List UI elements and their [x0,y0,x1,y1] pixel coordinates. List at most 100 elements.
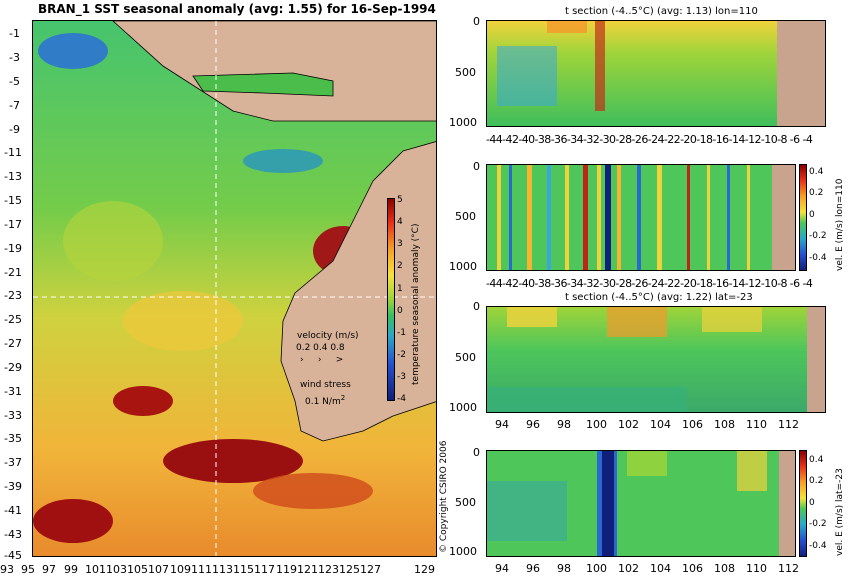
panel-4-cbtick: -0.4 [809,541,827,551]
panel-4-xtick: 106 [682,562,703,575]
panel-1-xtick: -38 [534,133,552,146]
panel-2-plot [486,164,796,271]
map-xtick: 103 [106,563,127,576]
panel-1-title: t section (-4..5°C) (avg: 1.13) lon=110 [565,6,758,17]
panel-4-cbtick: -0.2 [809,519,827,529]
map-colorbar-tick: 2 [397,261,403,271]
panel-2-xtick: -8 [777,277,787,290]
map-xtick: 123 [318,563,339,576]
panel-3-xtick: 108 [714,418,735,431]
panel-1-xtick: -32 [583,133,600,146]
panel-4-ytick: 0 [473,446,480,459]
map-colorbar-tick: 0 [397,306,403,316]
map-colorbar-tick: -1 [397,328,406,338]
panel-2-xtick: -6 [789,277,800,290]
panel-2-ytick: 1000 [449,260,477,273]
wind-stress-title: wind stress [300,380,351,390]
map-ytick: -13 [4,170,22,183]
map-ytick: -41 [4,504,22,517]
velocity-legend-values: 0.2 0.4 0.8 [296,343,345,353]
panel-3-plot [486,306,826,413]
panel-2-cbtick: 0.4 [809,167,824,177]
panel-1-xtick: -40 [518,133,535,146]
panel-4-colorbar-label: vel. E (m/s) lat=-23 [835,468,845,556]
map-xtick: 125 [339,563,360,576]
panel-2-xtick: -30 [599,277,616,290]
velocity-legend-arrows: › › > [300,355,344,365]
map-ytick: -3 [9,51,20,64]
panel-2-xtick: -42 [502,277,519,290]
map-xtick: 99 [64,563,78,576]
map-ytick: -27 [4,337,22,350]
panel-2-xtick: -32 [583,277,600,290]
map-colorbar-tick: -2 [397,350,406,360]
map-ytick: -25 [4,313,22,326]
panel-3-xtick: 94 [495,418,509,431]
panel-2-xtick: -18 [696,277,713,290]
map-ytick: -45 [4,549,22,562]
panel-1-xtick: -42 [502,133,519,146]
panel-2-xtick: -16 [712,277,729,290]
map-xtick: 93 [0,563,14,576]
panel-3-xtick: 98 [557,418,571,431]
map-xtick: 109 [170,563,191,576]
panel-2-cbtick: -0.4 [809,253,827,263]
panel-4-xtick: 98 [557,562,571,575]
panel-1-xtick: -14 [728,133,746,146]
map-colorbar-tick: -3 [397,372,406,382]
panel-1-xtick: -12 [744,133,762,146]
map-ytick: -43 [4,528,22,541]
map-ytick: -1 [9,27,20,40]
panel-1-field [487,21,825,126]
panel-4-xtick: 96 [526,562,540,575]
panel-4-xtick: 104 [650,562,671,575]
map-ytick: -39 [4,480,22,493]
panel-4-ytick: 1000 [449,545,477,558]
panel-4-plot [486,450,796,557]
panel-3-field [487,307,825,412]
sst-map [32,20,437,557]
panel-4-cbtick: 0.4 [809,455,824,465]
panel-2-ytick: 0 [473,160,480,173]
panel-2-cbtick: -0.2 [809,231,827,241]
map-colorbar-tick: -4 [397,394,406,404]
map-ytick: -21 [4,266,22,279]
map-xtick: 113 [212,563,233,576]
panel-1-xtick: -26 [631,133,649,146]
panel-4-cbtick: 0.2 [809,476,824,486]
panel-1-xtick: -16 [712,133,729,146]
panel-2-xtick: -10 [760,277,778,290]
panel-4-xtick: 108 [714,562,735,575]
panel-2-xticks: -44-42-40-38-36-34-32-30-28-26-24-22-20-… [486,277,813,290]
panel-4-xtick: 112 [778,562,799,575]
panel-1-plot [486,20,826,127]
map-ytick: -35 [4,432,22,445]
panel-2-field [487,165,795,270]
panel-4-ytick: 500 [455,496,476,509]
map-colorbar-label: temperature seasonal anomaly (°C) [411,223,421,385]
map-colorbar-tick: 3 [397,239,403,249]
map-ytick: -17 [4,218,22,231]
panel-4-field [487,451,795,556]
map-ytick: -29 [4,361,22,374]
panel-1-xtick: -28 [615,133,632,146]
panel-4-xtick: 100 [586,562,607,575]
map-ytick: -5 [9,75,20,88]
map-ytick: -7 [9,99,20,112]
map-ytick: -37 [4,456,22,469]
panel-2-xtick: -22 [663,277,681,290]
panel-1-xtick: -20 [680,133,697,146]
panel-2-xtick: -40 [518,277,535,290]
map-title: BRAN_1 SST seasonal anomaly (avg: 1.55) … [38,2,436,16]
panel-2-stripes [497,165,750,270]
map-ytick: -11 [4,146,22,159]
map-xtick: 97 [42,563,56,576]
map-ytick: -31 [4,385,22,398]
map-xtick: 119 [276,563,297,576]
panel-1-xtick: -18 [696,133,713,146]
copyright-text: © Copyright CSIRO 2006 [439,440,449,553]
map-xtick: 117 [254,563,275,576]
panel-4-colorbar [799,450,807,557]
panel-4-xtick: 102 [618,562,639,575]
wind-stress-value-text: 0.1 N/m [305,397,341,407]
